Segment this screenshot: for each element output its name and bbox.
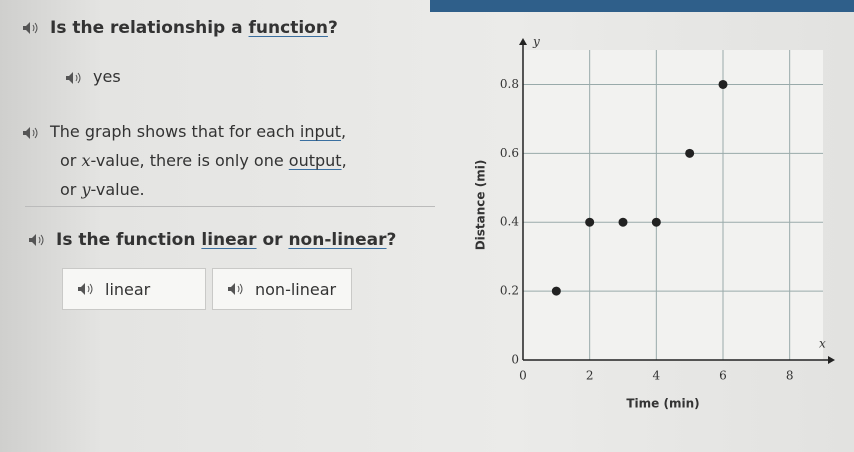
y-tick-label: 0.2 (500, 284, 519, 298)
question-text: Is the relationship a (50, 18, 249, 38)
x-tick-label: 6 (719, 369, 727, 383)
text: , (341, 151, 347, 170)
answer: yes (65, 62, 121, 91)
plot-area (523, 50, 823, 360)
y-tick-label: 0.6 (500, 146, 519, 160)
glossary-link[interactable]: non-linear (288, 230, 387, 250)
answer-text: yes (93, 67, 121, 86)
text: -value. (90, 180, 145, 199)
option-button[interactable]: linear (62, 268, 206, 310)
speaker-icon[interactable] (65, 71, 83, 85)
x-axis-label: Time (min) (626, 397, 699, 411)
y-tick-label: 0.8 (500, 77, 519, 91)
math-var: y (81, 180, 91, 199)
question: Is the relationship a function? (22, 18, 338, 38)
x-tick-label: 4 (653, 369, 661, 383)
data-point (651, 217, 661, 227)
y-tick-label: 0.4 (500, 215, 519, 229)
glossary-link[interactable]: linear (201, 230, 257, 250)
text: or (60, 151, 82, 170)
axis-letter: x (819, 337, 826, 351)
glossary-link[interactable]: input (299, 122, 342, 141)
glossary-link[interactable]: output (288, 151, 342, 170)
text: The graph shows that for each (50, 122, 300, 141)
x-tick-label: 2 (586, 369, 594, 383)
option-text: linear (105, 279, 151, 299)
data-point (718, 79, 728, 89)
data-point (551, 286, 561, 296)
axis-arrow (519, 38, 527, 45)
top-bar (430, 0, 854, 12)
glossary-link[interactable]: function (248, 18, 328, 38)
x-tick-label: 8 (786, 369, 794, 383)
speaker-icon[interactable] (22, 21, 40, 35)
question-text: ? (386, 230, 397, 250)
question-text: or (256, 230, 289, 250)
speaker-icon[interactable] (28, 233, 46, 247)
x-tick-label: 0 (519, 369, 527, 383)
axis-arrow (828, 356, 835, 364)
question-text: ? (327, 18, 338, 38)
explanation: The graph shows that for each input, or … (22, 117, 347, 204)
data-point (585, 217, 595, 227)
y-axis-label: Distance (mi) (474, 160, 488, 251)
data-point (618, 217, 628, 227)
y-tick-label: 0 (511, 353, 519, 367)
speaker-icon[interactable] (227, 282, 245, 296)
math-var: x (81, 151, 91, 170)
axis-letter: y (532, 35, 540, 49)
text: , (341, 122, 347, 141)
speaker-icon[interactable] (77, 282, 95, 296)
option-button[interactable]: non-linear (212, 268, 352, 310)
text: or (60, 180, 82, 199)
divider (25, 206, 435, 207)
question-text: Is the function (56, 230, 202, 250)
option-text: non-linear (255, 279, 337, 299)
text: -value, there is only one (90, 151, 289, 170)
question: Is the function linear or non-linear? (28, 230, 396, 250)
data-point (685, 148, 695, 158)
speaker-icon[interactable] (22, 126, 40, 140)
